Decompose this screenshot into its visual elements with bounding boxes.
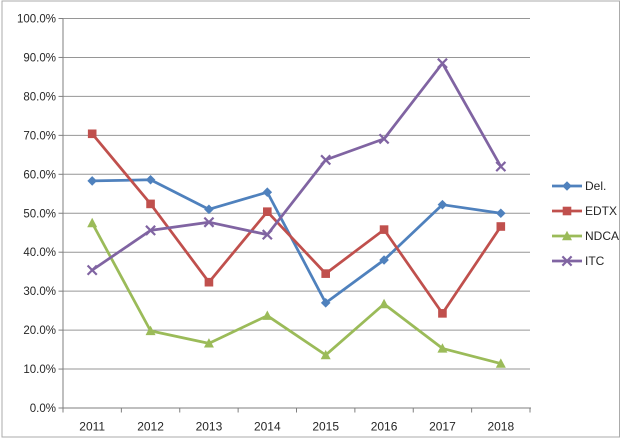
legend-marker-ndca — [562, 230, 572, 241]
data-point-ndca-2015 — [320, 349, 331, 360]
chart-frame — [1, 0, 620, 438]
y-axis-tick-label: 0.0% — [30, 403, 56, 415]
data-point-edtx-2012 — [146, 199, 155, 209]
data-point-edtx-2014 — [263, 207, 272, 216]
y-axis-tick-label: 90.0% — [23, 52, 56, 64]
series-line-itc — [90, 61, 503, 272]
y-axis-tick-label: 70.0% — [23, 130, 56, 142]
data-point-del-2012 — [145, 174, 156, 185]
x-axis-tick-label: 2014 — [254, 420, 281, 434]
data-point-itc-2015 — [320, 154, 332, 166]
x-axis-tick-label: 2013 — [196, 420, 223, 434]
data-point-itc-2014 — [261, 229, 273, 241]
x-axis-tick-label: 2012 — [137, 420, 164, 434]
series-line-ndca — [90, 221, 503, 365]
data-point-edtx-2011 — [87, 129, 97, 139]
x-axis-tick-label: 2016 — [371, 420, 398, 434]
data-point-del-2017 — [437, 199, 448, 210]
data-point-ndca-2013 — [203, 338, 214, 348]
data-point-edtx-2017 — [438, 309, 447, 318]
data-point-del-2011 — [87, 176, 97, 186]
data-point-del-2013 — [204, 204, 214, 215]
data-point-ndca-2011 — [87, 217, 98, 228]
x-axis-tick-label: 2018 — [487, 420, 514, 434]
legend-label-itc: ITC — [585, 254, 605, 268]
y-axis-tick-label: 40.0% — [23, 247, 56, 259]
series-line-edtx — [90, 132, 503, 315]
y-axis-tick-label: 30.0% — [23, 286, 56, 298]
data-point-itc-2017 — [437, 57, 448, 69]
data-point-itc-2013 — [203, 216, 215, 228]
legend-marker-del — [562, 181, 572, 191]
data-point-ndca-2016 — [379, 298, 390, 309]
data-point-del-2016 — [379, 255, 389, 265]
y-axis-tick-label: 80.0% — [23, 91, 56, 103]
data-point-edtx-2018 — [496, 222, 506, 231]
data-point-ndca-2014 — [262, 310, 273, 320]
y-axis-tick-label: 100.0% — [17, 14, 56, 26]
data-point-itc-2018 — [495, 161, 507, 172]
y-axis-tick-label: 50.0% — [23, 208, 56, 220]
data-point-ndca-2017 — [437, 343, 448, 353]
data-point-ndca-2012 — [145, 325, 156, 336]
y-axis-tick-label: 10.0% — [23, 364, 56, 376]
data-point-del-2015 — [320, 298, 331, 308]
series-line-del — [90, 178, 503, 305]
x-axis-tick-label: 2017 — [429, 420, 456, 434]
y-axis-tick-label: 20.0% — [23, 325, 56, 337]
legend-label-ndca: NDCA — [585, 229, 619, 243]
data-point-del-2018 — [496, 208, 506, 219]
data-point-ndca-2018 — [495, 358, 506, 368]
legend-label-del: Del. — [585, 179, 606, 193]
data-point-edtx-2016 — [379, 225, 389, 234]
legend-marker-itc — [561, 255, 573, 267]
data-point-itc-2011 — [86, 264, 98, 276]
x-axis-tick-label: 2015 — [312, 420, 339, 434]
legend-label-edtx: EDTX — [585, 204, 617, 218]
data-point-itc-2016 — [378, 133, 390, 145]
data-point-itc-2012 — [145, 225, 156, 236]
data-point-edtx-2013 — [204, 277, 214, 287]
data-point-del-2014 — [262, 187, 273, 198]
y-axis-tick-label: 60.0% — [23, 169, 56, 181]
legend-marker-edtx — [562, 206, 572, 216]
data-point-edtx-2015 — [321, 269, 330, 278]
x-axis-tick-label: 2011 — [79, 420, 105, 434]
